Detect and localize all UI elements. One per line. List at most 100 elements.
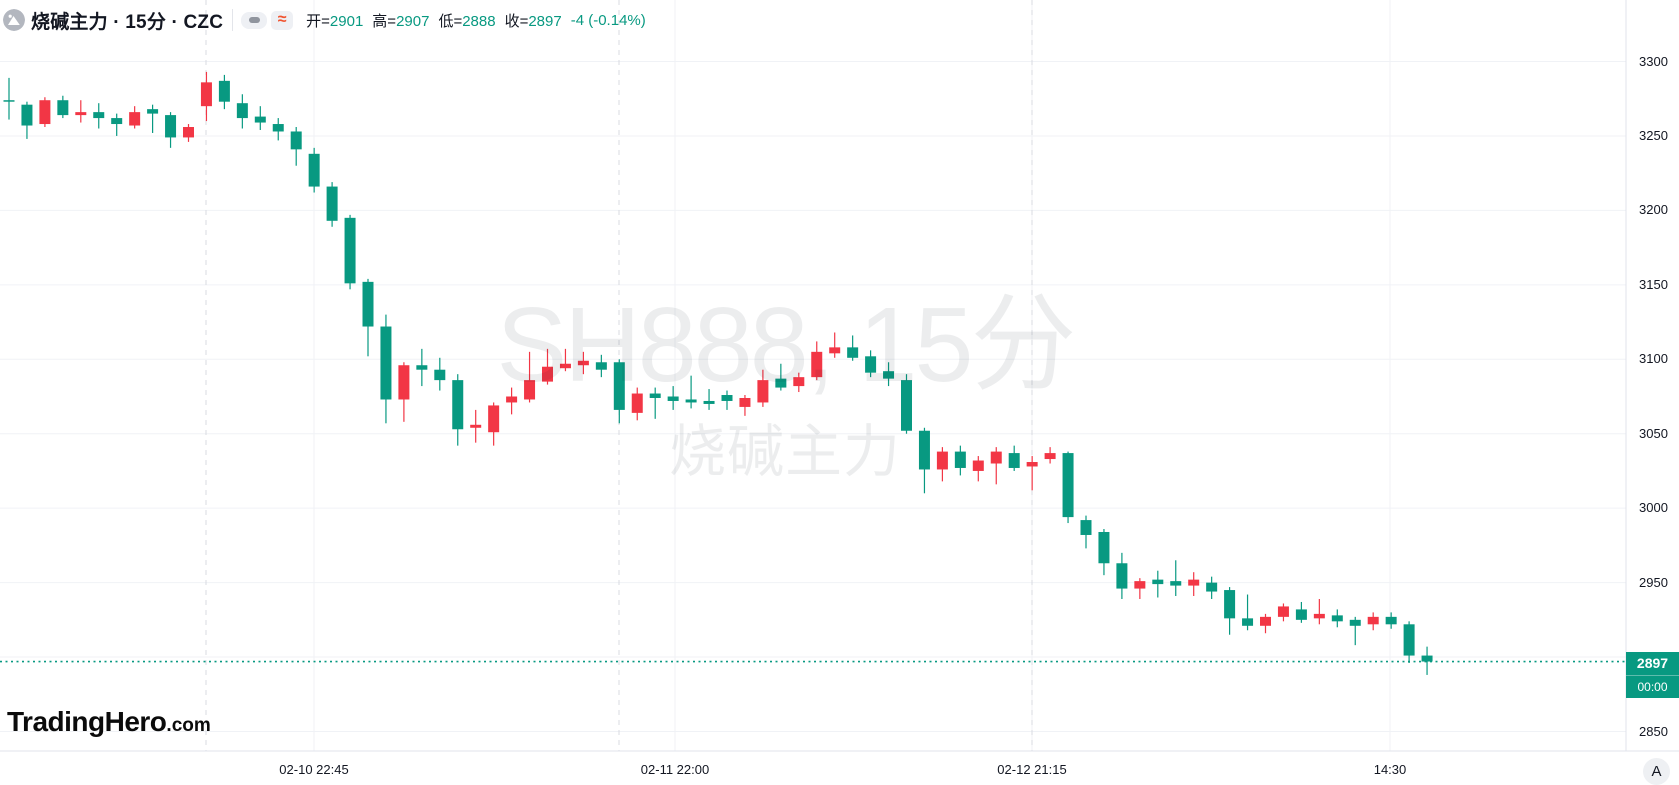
price-tick-label: 2950 — [1639, 574, 1668, 590]
ohlc-readout: 开=2901 高=2907 低=2888 收=2897 -4 (-0.14%) — [306, 10, 646, 31]
candle — [1170, 560, 1182, 597]
candle — [685, 375, 697, 409]
candle — [1331, 609, 1343, 628]
candle — [470, 409, 482, 443]
candle-body — [1403, 624, 1415, 656]
candle-body — [936, 451, 948, 470]
candle-style-glyph — [248, 17, 260, 23]
candle — [308, 147, 320, 193]
candle-body — [1008, 453, 1020, 468]
candle — [775, 363, 787, 391]
candle — [739, 395, 751, 416]
low-label: 低= — [438, 12, 463, 30]
candle — [1277, 603, 1289, 622]
candle-body — [236, 103, 248, 119]
candle-body — [218, 80, 230, 102]
candle — [613, 359, 625, 424]
candle — [865, 350, 877, 378]
candle-body — [990, 451, 1002, 464]
candle-body — [1134, 581, 1146, 589]
candle-body — [1044, 453, 1056, 460]
price-tick-label: 3200 — [1639, 202, 1668, 218]
candle — [1260, 613, 1271, 634]
candle-body — [972, 460, 984, 471]
time-axis-label: 02-10 22:45 — [279, 762, 349, 777]
candle-body — [1421, 655, 1433, 662]
candle — [757, 369, 769, 407]
price-tick-label: 3100 — [1639, 351, 1668, 367]
brand-name: TradingHero — [7, 706, 167, 737]
candle-body — [739, 397, 751, 407]
candle — [1188, 572, 1200, 597]
candle-body — [775, 378, 787, 388]
candle — [200, 71, 212, 122]
candle-body — [1313, 613, 1325, 619]
candle — [147, 104, 159, 133]
candle-body — [57, 100, 69, 116]
candle-body — [362, 281, 374, 327]
candle — [972, 456, 984, 482]
candle — [793, 372, 805, 393]
candle-body — [901, 380, 912, 431]
candle-body — [344, 217, 356, 284]
candle-body — [1062, 453, 1074, 518]
candle — [1295, 601, 1307, 623]
candle-body — [470, 424, 482, 428]
candle — [649, 387, 661, 419]
candle-body — [918, 430, 930, 470]
candle — [901, 374, 912, 434]
bar-countdown: 00:00 — [1626, 675, 1679, 698]
candle-body — [183, 127, 194, 138]
candle — [1242, 594, 1254, 631]
last-price-value: 2897 — [1636, 655, 1669, 671]
candle-body — [1152, 579, 1164, 585]
change-value: -4 (-0.14%) — [570, 11, 646, 29]
candle-body — [631, 393, 643, 413]
candle — [1134, 578, 1146, 599]
candle-body — [577, 360, 589, 366]
candle-body — [542, 366, 553, 382]
candle — [1152, 570, 1164, 598]
open-label: 开= — [306, 12, 330, 30]
tradinghero-logo: TradingHero .com — [7, 706, 211, 738]
candle-body — [1080, 520, 1092, 535]
symbol-title[interactable]: 烧碱主力 · 15分 · CZC — [31, 11, 224, 33]
candle — [290, 127, 302, 166]
price-tick-label: 3300 — [1639, 53, 1668, 69]
candle — [990, 447, 1002, 485]
candle — [111, 113, 123, 136]
approx-icon[interactable]: ≈ — [271, 10, 294, 30]
candle-body — [524, 380, 536, 400]
candle — [272, 118, 284, 141]
candle-body — [1385, 616, 1397, 625]
open-value: 2901 — [329, 12, 364, 30]
time-axis-label: 02-11 22:00 — [640, 762, 710, 777]
candle — [39, 97, 51, 128]
candle — [1044, 447, 1056, 464]
corner-a-button[interactable]: A — [1643, 758, 1670, 785]
candle — [362, 278, 374, 357]
candle — [488, 402, 500, 446]
candle-body — [308, 153, 320, 187]
candle-style-icon[interactable] — [241, 11, 268, 29]
candle — [703, 389, 715, 410]
candle-body — [1026, 462, 1038, 467]
candle — [847, 335, 859, 361]
candle-body — [398, 365, 410, 400]
candle-body — [1188, 579, 1200, 586]
candle — [631, 387, 643, 421]
candle — [1421, 646, 1433, 675]
candle-body — [954, 451, 966, 468]
candle — [380, 314, 392, 424]
candle-body — [703, 400, 715, 404]
candle — [559, 348, 571, 372]
candle-body — [3, 100, 15, 102]
candle-body — [1295, 609, 1307, 620]
candle-body — [506, 396, 518, 403]
candle-body — [129, 112, 141, 126]
candle-body — [200, 82, 212, 107]
candle — [398, 362, 410, 422]
candle-body — [811, 351, 823, 378]
candle — [236, 94, 248, 129]
